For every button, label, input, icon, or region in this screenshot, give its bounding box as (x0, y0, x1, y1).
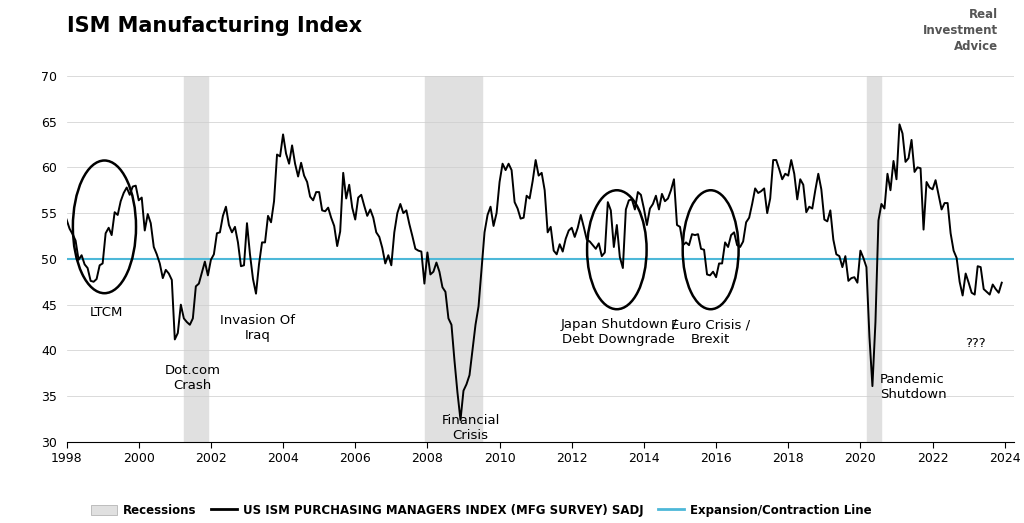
Bar (184, 76, 208, 442)
Text: LTCM: LTCM (89, 306, 123, 320)
Legend: Recessions, US ISM PURCHASING MANAGERS INDEX (MFG SURVEY) SADJ, Expansion/Contra: Recessions, US ISM PURCHASING MANAGERS I… (91, 504, 871, 517)
Text: Financial
Crisis: Financial Crisis (441, 414, 500, 442)
Text: Dot.com
Crash: Dot.com Crash (165, 364, 221, 392)
Text: ISM Manufacturing Index: ISM Manufacturing Index (67, 16, 361, 36)
Text: Pandemic
Shutdown: Pandemic Shutdown (881, 373, 947, 401)
Text: Real
Investment
Advice: Real Investment Advice (924, 8, 998, 53)
Bar (866, 76, 882, 442)
Text: Japan Shutdown /
Debt Downgrade: Japan Shutdown / Debt Downgrade (560, 319, 677, 346)
Text: Euro Crisis /
Brexit: Euro Crisis / Brexit (671, 319, 751, 346)
Text: Invasion Of
Iraq: Invasion Of Iraq (220, 314, 295, 342)
Text: ???: ??? (966, 337, 986, 350)
Bar (425, 76, 481, 442)
